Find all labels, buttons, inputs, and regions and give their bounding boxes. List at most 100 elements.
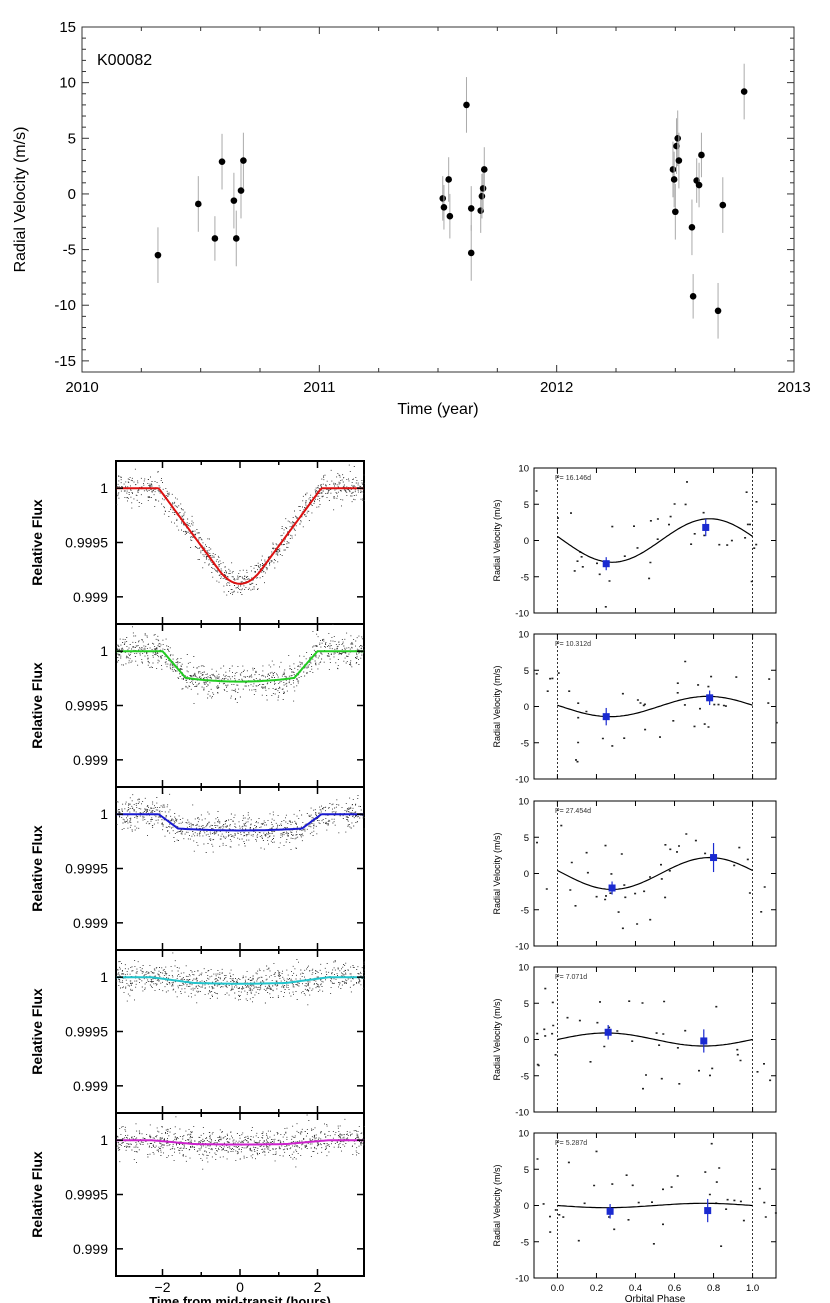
y-tick-label: 1 xyxy=(100,643,108,659)
y-tick-label: 5 xyxy=(524,999,529,1010)
y-tick-label: 0 xyxy=(524,536,529,547)
rv-data-points xyxy=(535,660,778,763)
x-axis-title: Time from mid-transit (hours) xyxy=(149,1294,331,1303)
x-axis-title: Orbital Phase xyxy=(625,1294,686,1303)
flux-data-points xyxy=(116,792,365,853)
y-tick-label: 0 xyxy=(524,1201,529,1212)
panel-frame xyxy=(115,1112,365,1277)
orbit-model-curve xyxy=(557,1202,753,1209)
data-point xyxy=(480,166,488,173)
data-point xyxy=(695,181,703,189)
orbit-model-curve xyxy=(557,518,753,563)
y-tick-label: -5 xyxy=(521,1071,529,1082)
data-point xyxy=(672,208,679,216)
data-point xyxy=(463,101,470,109)
y-tick-label: 0.999 xyxy=(73,1078,108,1094)
orbit-model-curve xyxy=(557,856,753,891)
y-tick-label: 1 xyxy=(100,806,108,822)
y-tick-label: 10 xyxy=(518,797,529,808)
data-point xyxy=(674,134,682,142)
y-tick-label: 0 xyxy=(524,869,529,880)
binned-point xyxy=(700,1037,708,1045)
y-tick-label: 0.9995 xyxy=(65,861,108,877)
x-tick-label: 0.4 xyxy=(629,1283,642,1294)
binned-point xyxy=(606,1207,614,1215)
panel-frame xyxy=(115,623,365,788)
panel-frame xyxy=(533,800,777,947)
transit-panel-3: 1 0.9995 0.999 Relative Flux xyxy=(29,786,365,951)
period-label: P= 10.312d xyxy=(555,641,591,648)
data-point xyxy=(467,205,475,212)
rv-phase-panel-3: 10 5 0 -5 -10 P= 27.454d Radial Velocity (m/s) xyxy=(492,797,777,953)
y-tick-label: -10 xyxy=(515,942,529,953)
data-point xyxy=(675,157,683,164)
y-tick-label: -5 xyxy=(521,572,529,583)
rv-data-points xyxy=(536,1142,777,1247)
y-tick-label: 0.9995 xyxy=(65,1024,108,1040)
y-axis-title: Relative Flux xyxy=(29,988,45,1075)
y-tick-label: 10 xyxy=(518,464,529,475)
y-tick-label: -5 xyxy=(521,738,529,749)
y-tick-label: 5 xyxy=(524,1165,529,1176)
y-tick-label: 0.999 xyxy=(73,915,108,931)
y-tick-label: 10 xyxy=(518,630,529,641)
data-point xyxy=(154,251,162,259)
rv-data-points xyxy=(536,824,766,930)
data-point xyxy=(445,176,452,183)
y-tick-label: 5 xyxy=(68,130,76,147)
transit-model-line xyxy=(116,650,364,683)
binned-point xyxy=(702,523,710,531)
data-point xyxy=(232,235,240,242)
flux-data-points xyxy=(116,464,365,596)
binned-point xyxy=(706,694,714,702)
y-tick-label: 0 xyxy=(68,186,76,203)
x-tick-label: 0.2 xyxy=(590,1283,603,1294)
x-tick-label: 0.0 xyxy=(551,1283,564,1294)
orbit-model-curve xyxy=(557,695,753,718)
rv-phase-panel-5: 10 5 0 -5 -10 P= 5.287d Radial Velocity (m/s) xyxy=(492,1129,777,1285)
y-tick-label: 10 xyxy=(518,1129,529,1140)
y-tick-label: 0.999 xyxy=(73,752,108,768)
rv-time-series-chart: 2010 2011 2012 2013 15 10 5 0 -5 -10 -15 Time (year… xyxy=(12,19,811,418)
y-tick-label: 0.9995 xyxy=(65,1187,108,1203)
x-tick-label: 1.0 xyxy=(746,1283,759,1294)
y-axis-title: Radial Velocity (m/s) xyxy=(492,1164,502,1246)
panel-frame xyxy=(533,633,777,780)
binned-point xyxy=(608,884,616,892)
y-axis-title: Relative Flux xyxy=(29,825,45,912)
data-point xyxy=(218,158,226,165)
transit-model-line xyxy=(116,976,364,985)
y-tick-label: 10 xyxy=(518,963,529,974)
y-axis-title: Relative Flux xyxy=(29,1151,45,1238)
orbit-model-curve xyxy=(557,1032,753,1047)
x-tick-label: 0.6 xyxy=(668,1283,681,1294)
y-axis-title: Radial Velocity (m/s) xyxy=(492,499,502,581)
data-point xyxy=(689,293,697,300)
rv-phase-panel-1: 10 5 0 -5 -10 P= 16.146d Radial Velocity (m/s) xyxy=(492,464,777,620)
x-tick-label: 2012 xyxy=(540,379,573,396)
binned-point xyxy=(710,854,718,862)
period-label: P= 16.146d xyxy=(555,475,591,482)
data-point xyxy=(714,307,722,315)
y-tick-label: -10 xyxy=(515,1274,529,1285)
flux-data-points xyxy=(116,1114,365,1170)
y-tick-label: 15 xyxy=(59,19,76,36)
y-tick-label: 0.9995 xyxy=(65,698,108,714)
y-tick-label: 1 xyxy=(100,969,108,985)
y-axis-title: Radial Velocity (m/s) xyxy=(492,665,502,747)
transit-model-line xyxy=(116,813,364,832)
y-tick-label: -10 xyxy=(515,775,529,786)
period-label: P= 27.454d xyxy=(555,808,591,815)
data-point xyxy=(479,185,487,192)
data-point xyxy=(240,157,247,164)
y-axis-title: Relative Flux xyxy=(29,499,45,586)
data-point xyxy=(230,197,238,204)
x-tick-label: 2 xyxy=(314,1279,322,1295)
data-point xyxy=(467,249,475,257)
x-tick-label: 2011 xyxy=(303,379,335,396)
target-label: K00082 xyxy=(97,52,152,69)
y-tick-label: 10 xyxy=(59,75,76,92)
y-tick-label: 5 xyxy=(524,833,529,844)
y-tick-label: 5 xyxy=(524,500,529,511)
